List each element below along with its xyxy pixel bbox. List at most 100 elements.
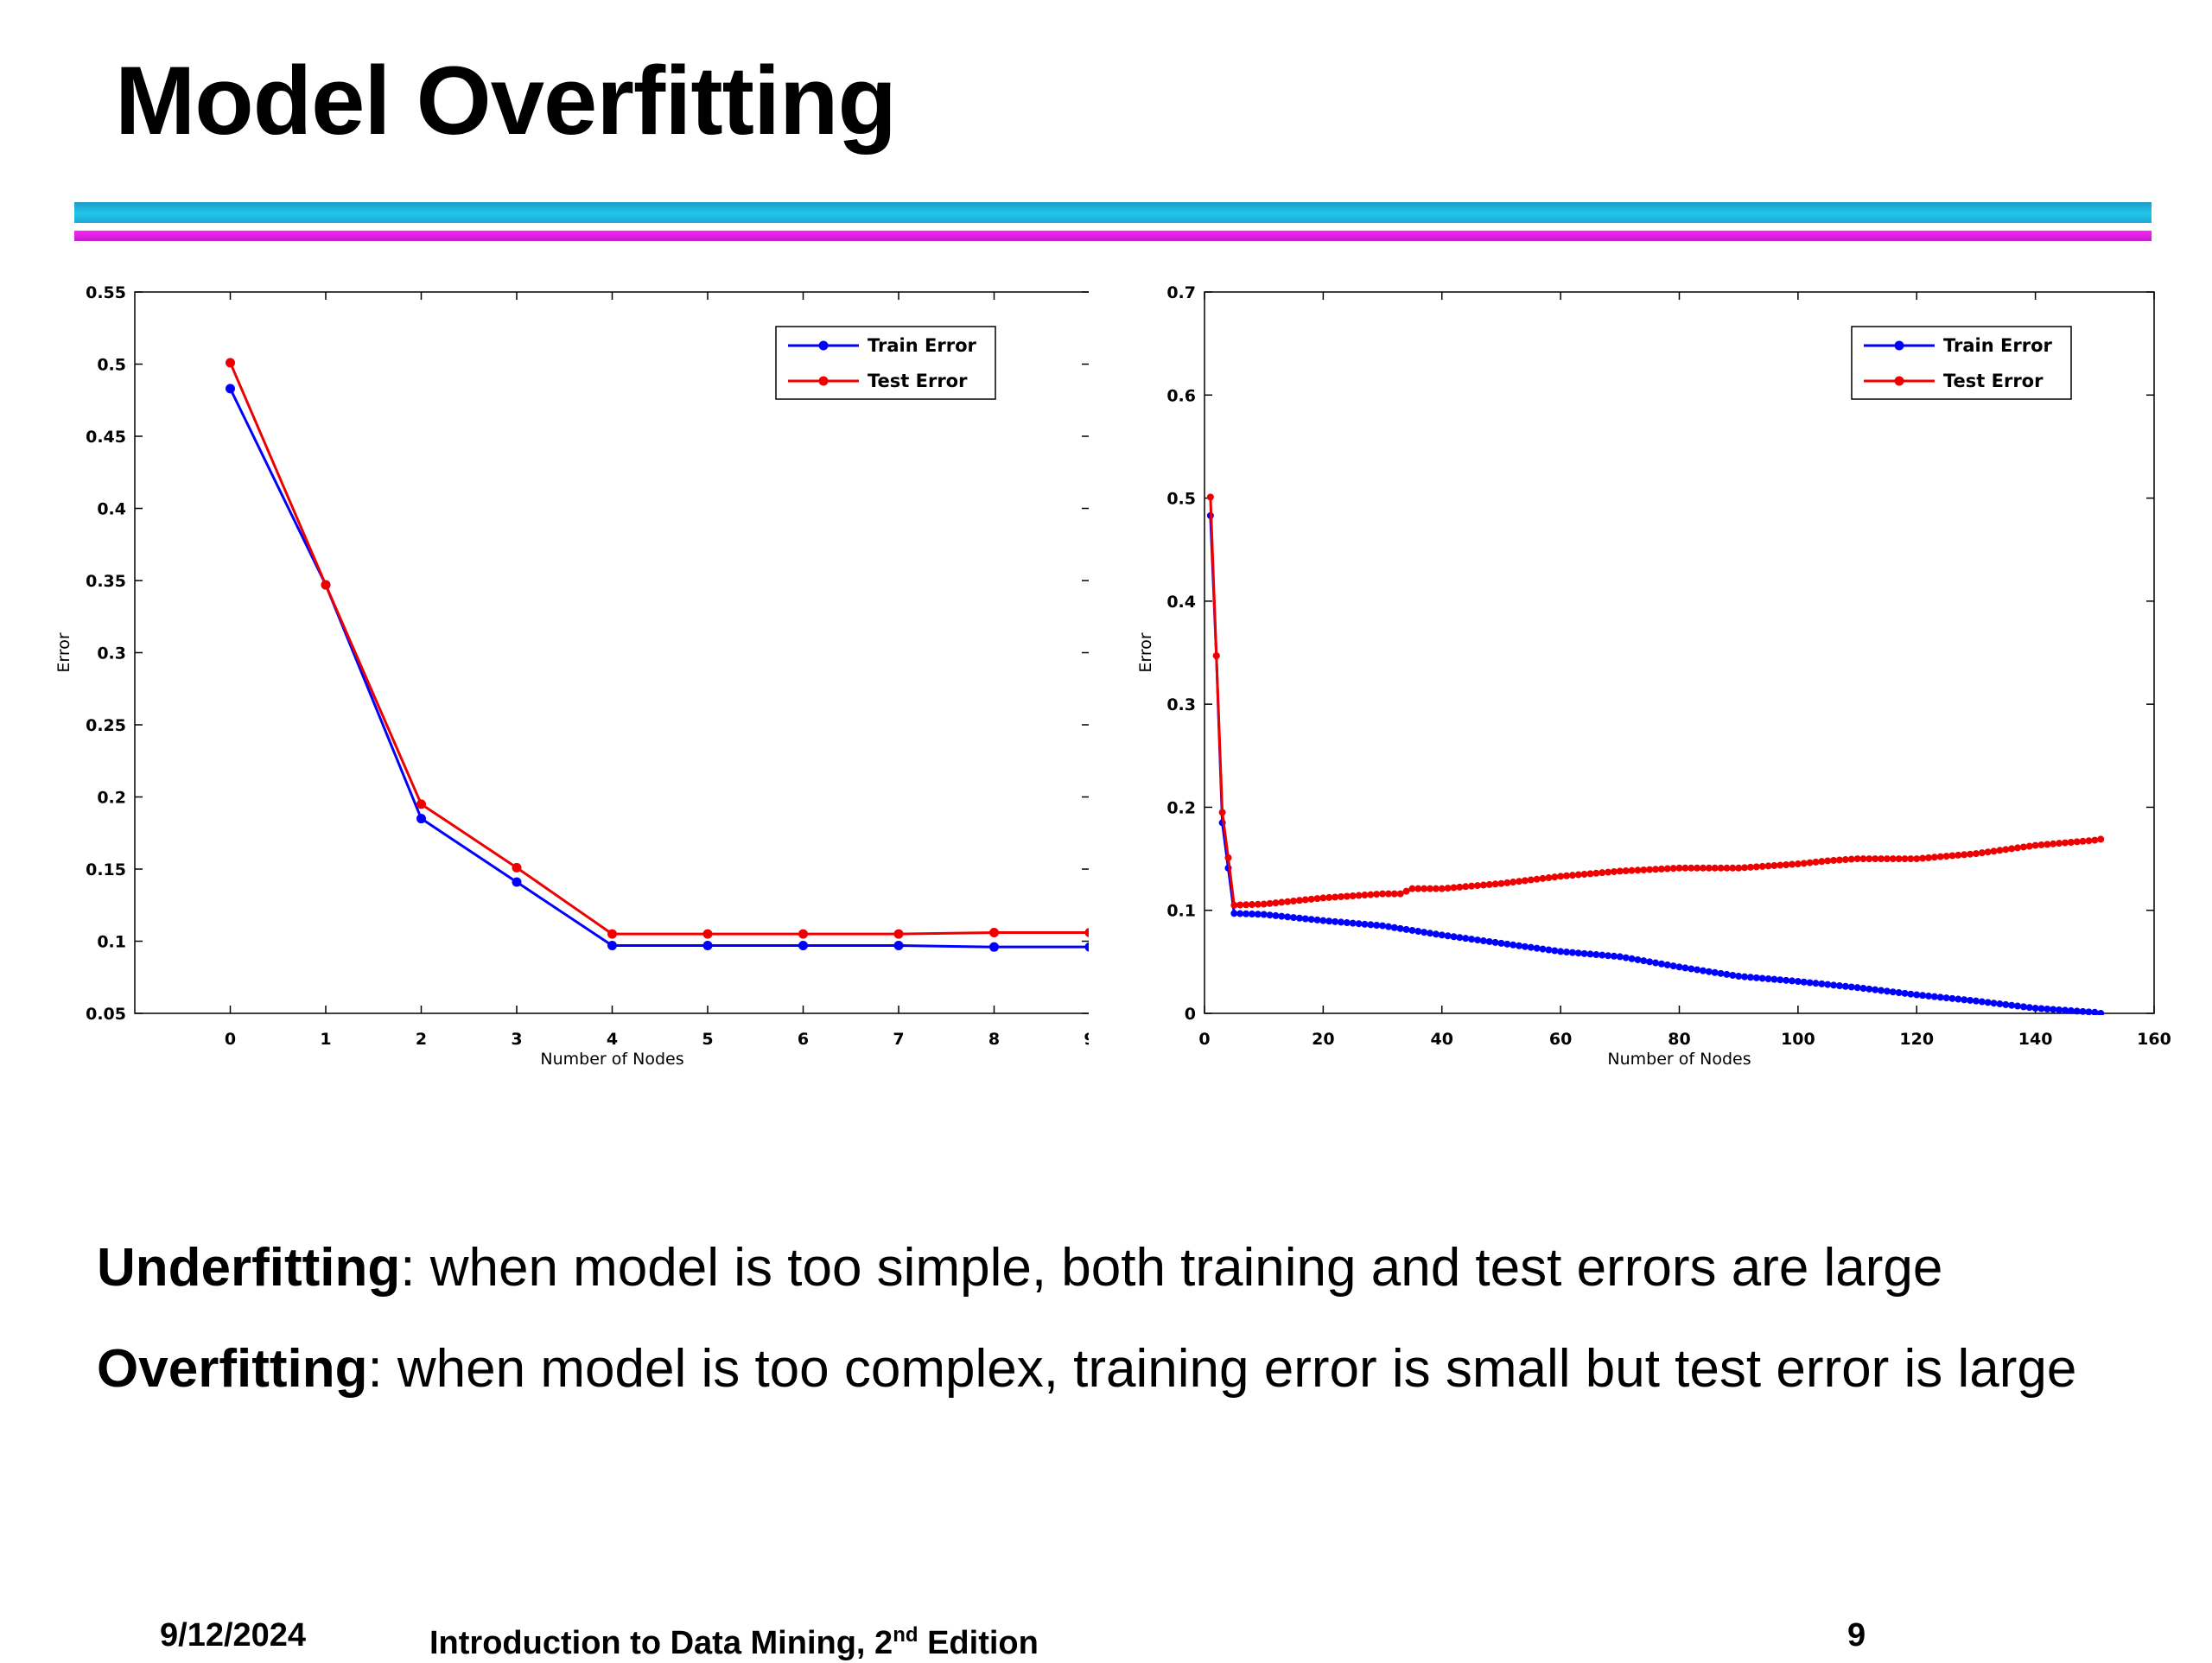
c1-test-error-point [1895, 855, 1903, 863]
c1-train-error-point [1735, 973, 1743, 981]
c0-train-error-point [512, 877, 522, 887]
c1-train-error-point [1421, 929, 1428, 936]
c1-test-error-point [1783, 860, 1790, 868]
c1-train-error-point [1972, 997, 1980, 1005]
c1-test-error-point [1889, 855, 1897, 863]
c1-train-error-point [1835, 982, 1843, 990]
c1-test-error-point [1295, 897, 1303, 904]
c1-legend-box [1851, 326, 2072, 400]
c1-train-error-point [2085, 1008, 2093, 1015]
c0-test-error-point [989, 927, 999, 937]
c0-y-tick-label: 0.2 [97, 789, 126, 808]
c0-legend-train-error-marker [818, 340, 829, 351]
c1-train-error-point [2037, 1005, 2045, 1012]
c1-train-error-point [1955, 995, 1962, 1003]
c1-train-error-point [1450, 933, 1458, 941]
c1-legend-test-error-label: Test Error [1943, 371, 2044, 391]
c1-train-error-point [1337, 918, 1344, 926]
c1-test-error-point [1824, 857, 1832, 865]
c1-test-error-point [1752, 863, 1760, 871]
c1-train-error-point [1527, 943, 1535, 951]
c1-test-error-point [1841, 856, 1849, 864]
c1-test-error-point [1361, 892, 1369, 899]
c1-train-error-point [1307, 916, 1315, 924]
c1-train-error-point [1616, 953, 1624, 961]
c1-train-error-point [1930, 993, 1938, 1000]
c1-test-error-point [1562, 872, 1570, 879]
c1-test-error-point [1260, 900, 1268, 908]
chart-many-nodes: 0 20 40 60 80 100 120 140 160 0 0.1 0.2 0.3 0.4 0.5 0.6… [1136, 283, 2171, 1069]
c1-train-error-point [1770, 975, 1778, 983]
c1-train-error-point [1841, 982, 1849, 990]
c1-train-error-point [1866, 985, 1873, 993]
c1-train-error-point [1290, 914, 1298, 922]
c1-train-error-point [1847, 983, 1855, 991]
underfitting-term: Underfitting [97, 1238, 401, 1298]
c0-y-tick-label: 0.5 [97, 356, 126, 375]
c1-train-error-point [1895, 989, 1903, 997]
c1-train-error-point [1332, 917, 1339, 925]
c1-test-error-point [1396, 890, 1404, 898]
overfitting-text: : when model is too complex, training er… [367, 1339, 2077, 1399]
c1-test-error-point [1996, 847, 2004, 854]
footer-date: 9/12/2024 [160, 1617, 307, 1653]
c1-train-error-point [1248, 911, 1255, 918]
c1-test-error-point [1806, 859, 1814, 866]
c1-train-error-point [2050, 1006, 2057, 1013]
c1-train-error-point [2008, 1001, 2016, 1009]
c1-test-error-point [1847, 855, 1855, 863]
c0-legend-test-error-label: Test Error [868, 371, 968, 391]
c1-test-error-point [1408, 885, 1416, 892]
c1-test-error-point [1473, 882, 1481, 890]
c1-train-error-point [1669, 962, 1677, 970]
c1-test-error-point [2097, 835, 2105, 843]
c1-train-error-point [1942, 994, 1950, 1002]
c1-test-error-point [1859, 855, 1867, 863]
c1-test-error-point [1337, 892, 1344, 900]
c1-test-error-point [1349, 892, 1357, 900]
c1-train-error-point [1551, 947, 1559, 955]
c0-x-tick-label: 5 [702, 1030, 713, 1049]
c1-train-error-point [1355, 920, 1363, 928]
c1-test-error-point [1883, 855, 1891, 863]
c1-train-error-point [1889, 988, 1897, 996]
c1-test-error-point [1628, 866, 1636, 874]
c1-train-error-point [1319, 917, 1327, 924]
c0-legend-train-error-label: Train Error [868, 335, 976, 356]
c1-train-error-point [2091, 1008, 2099, 1015]
c1-y-tick-label: 0.2 [1166, 798, 1196, 817]
c1-test-error-point [1521, 877, 1529, 885]
c1-test-error-point [1770, 861, 1778, 869]
c1-test-error-point [1427, 885, 1434, 892]
c1-test-error-point [2056, 840, 2063, 847]
c1-test-error-point [1254, 900, 1262, 908]
c1-train-error-point [1657, 960, 1665, 968]
footer-page-number: 9 [1847, 1617, 1866, 1653]
c1-test-error-point [2044, 841, 2051, 848]
c1-legend-train-error-marker [1894, 340, 1904, 351]
c1-test-error-point [2002, 846, 2010, 854]
c0-test-error-point [1084, 928, 1089, 937]
c1-test-error-point [1301, 896, 1309, 904]
c1-x-tick-label: 20 [1312, 1030, 1334, 1049]
c0-x-tick-label: 4 [607, 1030, 618, 1049]
c1-test-error-point [1681, 864, 1689, 872]
c1-train-error-point [1491, 938, 1499, 946]
c1-train-error-point [1408, 926, 1416, 934]
c1-train-error-point [1313, 916, 1321, 924]
c1-train-error-point [1402, 925, 1410, 933]
c1-x-tick-label: 160 [2137, 1030, 2171, 1049]
c0-y-tick-label: 0.45 [86, 428, 126, 447]
c1-test-error-point [1729, 864, 1737, 872]
c1-test-error-point [1551, 873, 1559, 881]
c1-test-error-point [2031, 841, 2039, 849]
c1-train-error-point [1794, 978, 1802, 986]
c1-train-error-point [1990, 1000, 1998, 1007]
c1-test-error-point [1266, 899, 1274, 907]
c1-test-error-point [1206, 493, 1214, 501]
c1-train-error-point [2002, 1000, 2010, 1008]
c1-train-error-point [1301, 915, 1309, 923]
c0-test-error-line [229, 362, 1089, 936]
c0-x-tick-label: 6 [798, 1030, 809, 1049]
c1-train-error-point [1545, 946, 1553, 954]
